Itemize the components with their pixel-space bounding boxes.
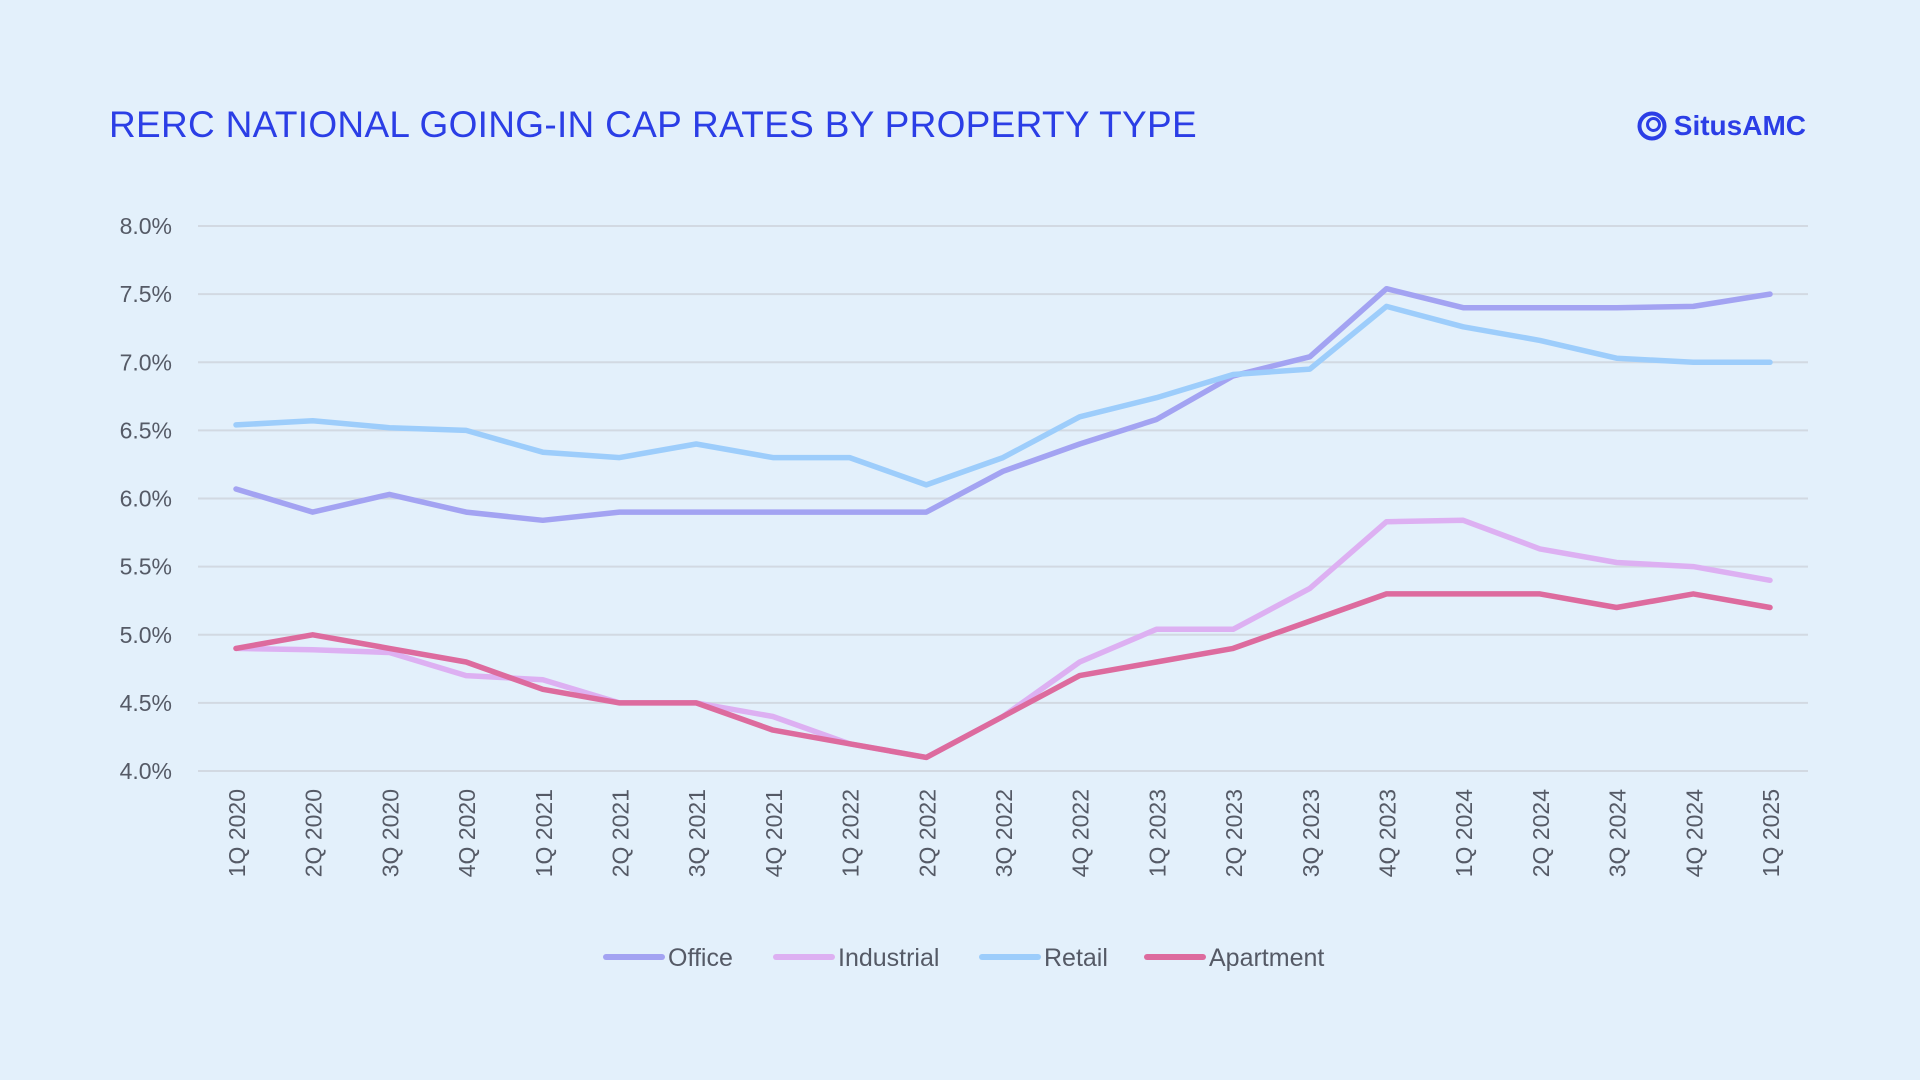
y-tick-label: 4.5% xyxy=(120,690,172,716)
y-tick-label: 5.0% xyxy=(120,622,172,648)
x-tick-label: 3Q 2021 xyxy=(684,789,710,877)
y-tick-label: 4.0% xyxy=(120,758,172,784)
legend-label-industrial: Industrial xyxy=(838,944,939,972)
legend-label-office: Office xyxy=(668,944,733,972)
x-tick-label: 1Q 2022 xyxy=(838,789,864,877)
y-tick-label: 6.0% xyxy=(120,486,172,512)
x-tick-label: 4Q 2022 xyxy=(1068,789,1094,877)
legend: Office Industrial Retail Apartment xyxy=(603,944,1324,972)
brand-logo: SitusAMC xyxy=(1636,110,1806,142)
series-line-office xyxy=(233,285,1773,524)
legend-label-retail: Retail xyxy=(1044,944,1108,972)
x-tick-label: 4Q 2021 xyxy=(761,789,787,877)
series-line-retail xyxy=(233,303,1773,488)
x-tick-label: 2Q 2021 xyxy=(608,789,634,877)
x-tick-label: 2Q 2023 xyxy=(1221,789,1247,877)
series-line-apartment xyxy=(233,591,1773,761)
x-tick-label: 3Q 2024 xyxy=(1605,789,1631,877)
x-tick-label: 1Q 2021 xyxy=(531,789,557,877)
x-tick-label: 4Q 2023 xyxy=(1375,789,1401,877)
x-tick-label: 4Q 2020 xyxy=(454,789,480,877)
logo-text: SitusAMC xyxy=(1673,110,1806,141)
x-tick-label: 3Q 2023 xyxy=(1298,789,1324,877)
y-tick-label: 6.5% xyxy=(120,417,172,443)
x-tick-label: 2Q 2020 xyxy=(301,789,327,877)
y-tick-label: 7.0% xyxy=(120,349,172,375)
y-axis: 4.0% 4.5% 5.0% 5.5% 6.0% 6.5% 7.0% 7.5% 8.0% xyxy=(120,213,172,784)
x-tick-label: 2Q 2022 xyxy=(914,789,940,877)
x-tick-label: 2Q 2024 xyxy=(1528,789,1554,877)
y-tick-label: 7.5% xyxy=(120,281,172,307)
x-tick-label: 3Q 2022 xyxy=(991,789,1017,877)
situsamc-logo-icon xyxy=(1637,111,1667,141)
x-tick-label: 4Q 2024 xyxy=(1681,789,1707,877)
x-tick-label: 1Q 2020 xyxy=(224,789,250,877)
chart-title: RERC NATIONAL GOING-IN CAP RATES BY PROP… xyxy=(109,104,1197,145)
x-tick-label: 1Q 2023 xyxy=(1144,789,1170,877)
x-axis: 1Q 2020 2Q 2020 3Q 2020 4Q 2020 1Q 2021 2Q 20… xyxy=(224,789,1784,877)
series-line-industrial xyxy=(233,517,1773,761)
y-tick-label: 5.5% xyxy=(120,554,172,580)
y-tick-label: 8.0% xyxy=(120,213,172,239)
series-lines xyxy=(233,285,1773,761)
legend-label-apartment: Apartment xyxy=(1209,944,1324,972)
x-tick-label: 3Q 2020 xyxy=(377,789,403,877)
x-tick-label: 1Q 2024 xyxy=(1451,789,1477,877)
x-tick-label: 1Q 2025 xyxy=(1758,789,1784,877)
